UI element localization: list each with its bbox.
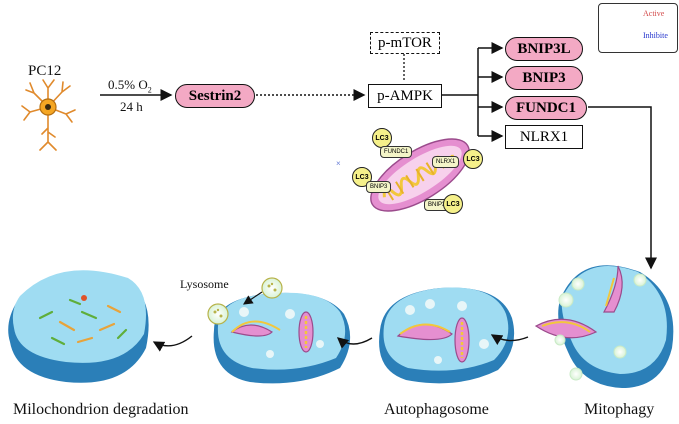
lc3-badge: LC3 [443, 194, 463, 214]
ampk-node: p-AMPK [368, 84, 442, 108]
cell-label: PC12 [28, 63, 62, 79]
time-label: 24 h [120, 99, 143, 114]
fundc1-node: FUNDC1 [505, 96, 587, 120]
oxygen-label: 0.5% O2 [108, 77, 152, 95]
sestrin2-node: Sestrin2 [175, 84, 255, 108]
nlrx1-tag: NLRX1 [432, 156, 460, 168]
arrow-to-degradation [152, 335, 193, 352]
bnip3-node: BNIP3 [505, 66, 583, 90]
lysosome-vesicle [261, 277, 283, 299]
bnip3l-node: BNIP3L [505, 37, 583, 61]
autophagosome-label: Autophagosome [384, 401, 489, 418]
nlrx1-node: NLRX1 [505, 125, 583, 149]
neuron-nucleus [45, 104, 51, 110]
legend [598, 3, 678, 53]
lysosome-label: Lysosome [180, 277, 229, 291]
degradation-cell [8, 270, 149, 383]
mitophagy-cell [534, 265, 674, 388]
fundc1-tag: FUNDC1 [380, 146, 413, 158]
lysosome-cell [213, 292, 351, 384]
legend-inhibit-label: Inhibite [643, 31, 668, 40]
mitophagy-label: Mitophagy [584, 401, 655, 418]
arrow-to-lysosome [336, 337, 373, 349]
lc3-badge: LC3 [463, 149, 483, 169]
mtor-node: p-mTOR [370, 32, 440, 54]
ampk-branches [440, 42, 657, 270]
neuron-icon [21, 79, 76, 151]
arrow-to-autophagosome [490, 334, 529, 345]
bnip3-tag: BNIP3 [366, 181, 392, 193]
legend-active-label: Active [643, 9, 665, 18]
blue-mark: × [336, 159, 341, 168]
lc3-badge: LC3 [372, 128, 392, 148]
lysosome-vesicle [207, 303, 229, 325]
autophagosome-cell [379, 287, 515, 384]
degradation-label: Milochondrion degradation [13, 401, 189, 418]
